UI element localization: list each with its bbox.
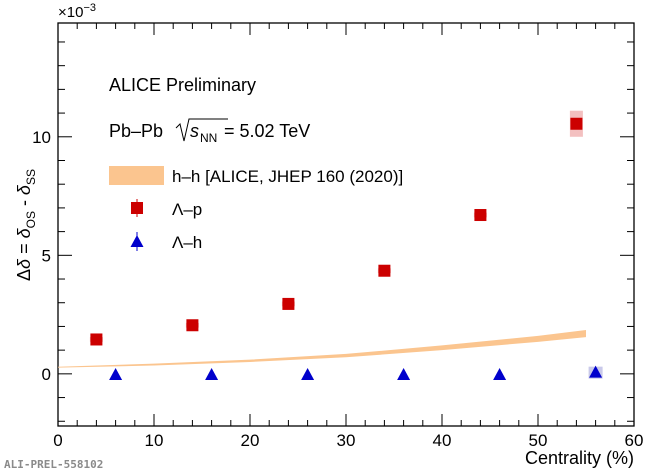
- x-axis-label: Centrality (%): [525, 448, 634, 468]
- legend-swatch-hh: [109, 166, 164, 185]
- lh-point: [397, 368, 411, 381]
- x-tick-label: 50: [529, 431, 548, 450]
- footer-label: ALI-PREL-558102: [4, 458, 103, 471]
- svg-text:Pb–Pb: Pb–Pb: [109, 121, 163, 141]
- legend-marker-lh: [130, 232, 144, 251]
- legend-label-lp: Λ–p: [172, 200, 202, 219]
- lh-point: [301, 368, 315, 381]
- y-tick-label: 10: [32, 128, 51, 147]
- y-tick-label: 0: [42, 365, 51, 384]
- svg-text:NN: NN: [200, 131, 217, 145]
- legend-label-lh: Λ–h: [172, 233, 202, 252]
- data-points-layer: [89, 110, 603, 381]
- lh-point: [109, 368, 123, 381]
- lp-point: [90, 333, 103, 346]
- lh-point: [205, 368, 219, 381]
- hh-band-layer: [58, 329, 586, 368]
- y-tick-label: 5: [42, 246, 51, 265]
- lp-point: [282, 297, 295, 310]
- lp-point: [186, 319, 199, 332]
- legend-marker-lp: [131, 199, 143, 217]
- lp-point: [474, 209, 487, 222]
- annotation-preliminary: ALICE Preliminary: [109, 75, 256, 95]
- hh-band: [58, 329, 586, 368]
- x-tick-label: 20: [241, 431, 260, 450]
- svg-text:Δδ = δOS - δSS: Δδ = δOS - δSS: [14, 169, 38, 281]
- axis-ticks: 0 10 20 30 40 50 60 0 5 10: [32, 23, 643, 450]
- lh-point: [493, 368, 507, 381]
- lh-point: [589, 365, 603, 378]
- x-tick-label: 10: [145, 431, 164, 450]
- svg-text:= 5.02 TeV: = 5.02 TeV: [224, 121, 310, 141]
- x-tick-label: 30: [337, 431, 356, 450]
- y-exponent-label: ×10−3: [58, 2, 96, 21]
- y-axis-label: Δδ = δOS - δSS: [14, 169, 38, 281]
- lp-point: [378, 264, 391, 277]
- legend: h–h [ALICE, JHEP 160 (2020)] Λ–p Λ–h: [109, 166, 403, 252]
- lp-point: [570, 117, 583, 130]
- x-tick-label: 40: [433, 431, 452, 450]
- x-tick-label: 60: [625, 431, 644, 450]
- annotation-energy: Pb–Pb s NN = 5.02 TeV: [109, 118, 310, 145]
- x-tick-label: 0: [53, 431, 62, 450]
- legend-label-hh: h–h [ALICE, JHEP 160 (2020)]: [172, 167, 403, 186]
- svg-text:s: s: [190, 121, 199, 141]
